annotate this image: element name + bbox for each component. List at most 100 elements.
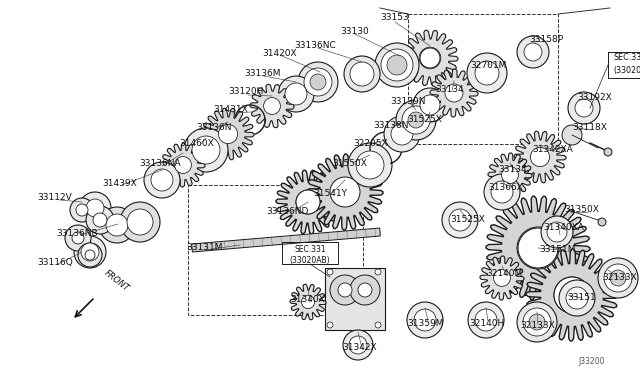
Polygon shape <box>526 249 618 341</box>
Circle shape <box>408 112 424 128</box>
Polygon shape <box>307 154 383 230</box>
Circle shape <box>449 209 471 231</box>
Circle shape <box>407 302 443 338</box>
Text: (33020AE): (33020AE) <box>613 65 640 74</box>
Circle shape <box>70 198 94 222</box>
Text: 31420X: 31420X <box>262 48 298 58</box>
Circle shape <box>517 36 549 68</box>
Circle shape <box>420 95 440 115</box>
Text: 33118X: 33118X <box>573 124 607 132</box>
Polygon shape <box>191 228 380 252</box>
Circle shape <box>350 62 374 86</box>
Text: 33151: 33151 <box>568 292 596 301</box>
Circle shape <box>517 302 557 342</box>
Text: 33116Q: 33116Q <box>37 259 73 267</box>
Circle shape <box>419 47 441 69</box>
Polygon shape <box>161 143 205 187</box>
Text: 31525X: 31525X <box>408 115 442 125</box>
Circle shape <box>541 216 573 248</box>
Circle shape <box>184 128 228 172</box>
Circle shape <box>529 314 545 330</box>
Text: 33130: 33130 <box>340 28 369 36</box>
Text: 31431X: 31431X <box>214 106 248 115</box>
Text: 31439X: 31439X <box>102 179 138 187</box>
Circle shape <box>391 123 413 145</box>
Circle shape <box>475 61 499 85</box>
Circle shape <box>396 100 436 140</box>
Text: 31340X: 31340X <box>291 295 325 305</box>
Circle shape <box>86 199 104 217</box>
Text: 31342X: 31342X <box>342 343 378 353</box>
Circle shape <box>151 169 173 191</box>
Circle shape <box>375 269 381 275</box>
Circle shape <box>93 213 107 227</box>
Polygon shape <box>290 284 326 320</box>
Circle shape <box>127 209 153 235</box>
Circle shape <box>414 309 436 331</box>
Circle shape <box>78 243 102 267</box>
Circle shape <box>331 177 360 206</box>
Text: 31359M: 31359M <box>408 318 444 327</box>
Circle shape <box>531 147 550 167</box>
Circle shape <box>85 250 95 260</box>
Circle shape <box>350 275 380 305</box>
Circle shape <box>264 97 280 115</box>
Circle shape <box>475 309 497 331</box>
Text: 31541Y: 31541Y <box>313 189 347 198</box>
Circle shape <box>304 68 332 96</box>
Text: 33151M: 33151M <box>540 246 576 254</box>
Circle shape <box>381 49 413 81</box>
Polygon shape <box>250 84 294 128</box>
Circle shape <box>554 277 590 313</box>
Text: 33136NA: 33136NA <box>139 160 181 169</box>
Circle shape <box>562 125 582 145</box>
Circle shape <box>420 48 440 68</box>
Text: 33136N: 33136N <box>196 122 232 131</box>
Bar <box>282 242 338 264</box>
Circle shape <box>285 83 307 105</box>
Text: 31340XA: 31340XA <box>543 224 584 232</box>
Circle shape <box>72 232 84 244</box>
Circle shape <box>218 124 237 144</box>
Circle shape <box>106 214 128 236</box>
Circle shape <box>99 207 135 243</box>
Text: 33136NC: 33136NC <box>294 42 336 51</box>
Text: 33192X: 33192X <box>578 93 612 103</box>
Circle shape <box>358 283 372 297</box>
Circle shape <box>86 206 114 234</box>
Circle shape <box>387 55 407 75</box>
Circle shape <box>120 202 160 242</box>
Text: 33138N: 33138N <box>373 121 409 129</box>
Circle shape <box>559 280 595 316</box>
Circle shape <box>524 43 542 61</box>
Bar <box>608 52 640 78</box>
Circle shape <box>278 76 314 112</box>
Text: 33136M: 33136M <box>244 68 281 77</box>
Text: 31460X: 31460X <box>180 140 214 148</box>
Circle shape <box>348 143 392 187</box>
Circle shape <box>344 56 380 92</box>
Text: 32140H: 32140H <box>469 318 504 327</box>
Circle shape <box>301 295 315 309</box>
Circle shape <box>144 162 180 198</box>
Circle shape <box>566 287 588 309</box>
Text: 31342XA: 31342XA <box>532 145 573 154</box>
Circle shape <box>298 62 338 102</box>
Text: 33134: 33134 <box>436 86 464 94</box>
Circle shape <box>445 84 463 102</box>
Circle shape <box>493 270 511 286</box>
Polygon shape <box>276 170 340 234</box>
Bar <box>188 185 363 315</box>
Circle shape <box>491 181 513 203</box>
Circle shape <box>547 222 567 242</box>
Text: 31525X: 31525X <box>451 215 485 224</box>
Text: 31366X: 31366X <box>488 183 524 192</box>
Polygon shape <box>202 108 254 160</box>
Circle shape <box>598 258 638 298</box>
Text: 32133X: 32133X <box>520 321 556 330</box>
Polygon shape <box>520 248 555 295</box>
Text: 32701M: 32701M <box>470 61 506 70</box>
Circle shape <box>65 225 91 251</box>
Circle shape <box>604 148 612 156</box>
Text: SEC.331: SEC.331 <box>613 54 640 62</box>
